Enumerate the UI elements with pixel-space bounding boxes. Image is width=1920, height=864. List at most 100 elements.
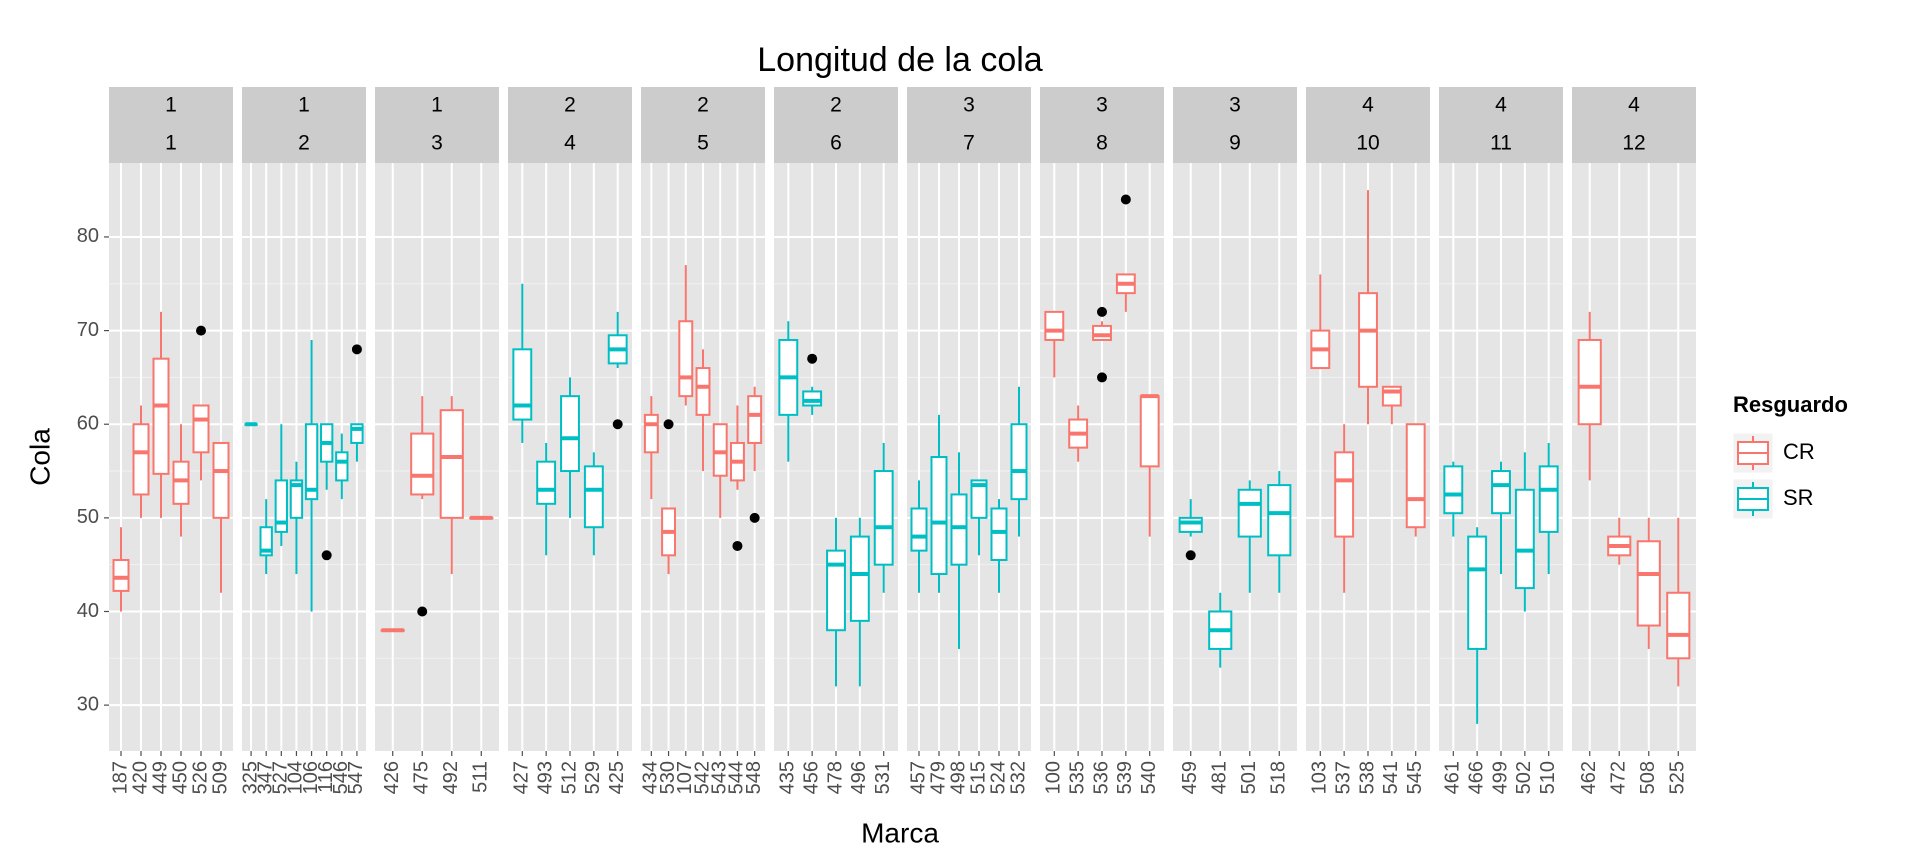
box <box>172 460 190 505</box>
x-tick-label: 325 <box>239 761 261 794</box>
box <box>1178 516 1203 533</box>
box <box>274 479 288 533</box>
box <box>930 456 948 576</box>
box <box>1636 540 1661 627</box>
strip-label: 3 <box>1229 94 1241 117</box>
box <box>1139 395 1160 468</box>
box <box>212 441 230 519</box>
outlier <box>1185 550 1196 561</box>
x-tick-label: 546 <box>330 761 352 794</box>
strip-background <box>1173 87 1297 163</box>
strip-label: 1 <box>298 94 310 117</box>
strip-background <box>907 87 1031 163</box>
x-tick-label: 541 <box>1380 761 1402 794</box>
strip-label: 4 <box>1362 94 1374 117</box>
x-tick-label: 508 <box>1637 761 1659 794</box>
box <box>132 423 150 496</box>
strip-label: 4 <box>564 132 576 155</box>
y-tick-label: 70 <box>77 319 99 341</box>
x-tick-label: 539 <box>1114 761 1136 794</box>
x-tick-label: 509 <box>209 761 231 794</box>
x-tick-label: 456 <box>800 761 822 794</box>
outlier <box>321 550 332 561</box>
box <box>1538 465 1559 533</box>
x-tick-label: 524 <box>987 761 1009 794</box>
strip-background <box>641 87 765 163</box>
box <box>643 413 659 454</box>
box <box>152 357 170 475</box>
x-tick-label: 103 <box>1309 761 1331 794</box>
strip-label: 2 <box>564 94 576 117</box>
strip-label: 7 <box>963 132 975 155</box>
box <box>849 535 870 622</box>
chart-title: Longitud de la cola <box>757 41 1043 79</box>
box <box>560 395 580 473</box>
x-tick-label: 526 <box>189 761 211 794</box>
strip-background <box>375 87 499 163</box>
x-tick-label: 510 <box>1537 761 1559 794</box>
x-tick-label: 427 <box>511 761 533 794</box>
strip-label: 2 <box>697 94 709 117</box>
x-tick-label: 518 <box>1268 761 1290 794</box>
y-tick-label: 30 <box>77 693 99 715</box>
box <box>1514 488 1535 590</box>
strip-background <box>242 87 366 163</box>
panel-background <box>1173 163 1297 751</box>
box <box>826 549 846 632</box>
box <box>439 409 464 519</box>
strip-label: 3 <box>963 94 975 117</box>
strip-label: 11 <box>1490 132 1512 155</box>
box <box>1092 324 1112 341</box>
legend-label: CR <box>1783 439 1815 464</box>
box <box>259 526 273 557</box>
x-tick-label: 116 <box>315 761 337 793</box>
x-tick-label: 347 <box>254 761 276 794</box>
box <box>910 507 928 552</box>
x-tick-label: 457 <box>907 761 929 794</box>
x-tick-label: 449 <box>149 761 171 794</box>
x-tick-label: 535 <box>1066 761 1088 794</box>
strip-label: 4 <box>1628 94 1640 117</box>
x-tick-label: 496 <box>848 761 870 794</box>
box <box>970 479 988 519</box>
x-tick-label: 461 <box>1442 761 1464 794</box>
box <box>712 423 728 477</box>
box <box>873 470 894 566</box>
box <box>1491 470 1511 515</box>
x-tick-label: 545 <box>1404 761 1426 794</box>
x-tick-label: 511 <box>470 761 492 793</box>
outlier <box>417 606 428 617</box>
strip-label: 2 <box>298 132 310 155</box>
box <box>112 558 130 592</box>
x-tick-label: 530 <box>657 761 679 794</box>
strip-label: 3 <box>1096 94 1108 117</box>
x-tick-label: 499 <box>1489 761 1511 794</box>
panel-background <box>375 163 499 751</box>
x-tick-label: 187 <box>109 761 131 794</box>
strip-background <box>1306 87 1430 163</box>
x-tick-label: 542 <box>691 761 713 794</box>
y-tick-label: 60 <box>77 413 99 435</box>
box <box>512 348 533 421</box>
strip-background <box>1040 87 1164 163</box>
strip-background <box>1439 87 1563 163</box>
x-tick-label: 547 <box>345 761 367 794</box>
strip-background <box>1572 87 1696 163</box>
x-tick-label: 502 <box>1513 761 1535 794</box>
x-tick-label: 543 <box>709 761 731 794</box>
strip-label: 8 <box>1096 132 1108 155</box>
box <box>1010 423 1028 501</box>
outlier <box>612 419 623 430</box>
x-tick-label: 532 <box>1007 761 1029 794</box>
strip-background <box>109 87 233 163</box>
x-tick-label: 493 <box>534 761 556 794</box>
x-tick-label: 481 <box>1209 761 1231 794</box>
outlier <box>1120 194 1131 205</box>
box <box>583 465 604 529</box>
outlier <box>1097 372 1107 383</box>
box <box>1577 338 1602 426</box>
x-tick-label: 536 <box>1090 761 1112 794</box>
box <box>410 432 435 496</box>
x-tick-label: 537 <box>1332 761 1354 794</box>
outlier <box>196 325 206 336</box>
